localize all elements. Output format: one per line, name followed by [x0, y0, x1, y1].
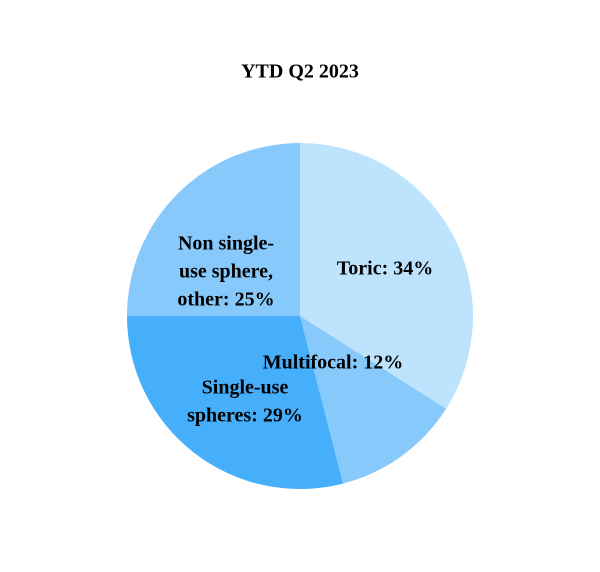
slice-label: Single-use	[202, 377, 289, 399]
slice-label: Non single-	[178, 233, 274, 255]
slice-label: Toric: 34%	[337, 258, 433, 280]
slice-label: Multifocal: 12%	[263, 352, 404, 374]
chart-title: YTD Q2 2023	[241, 61, 359, 83]
pie-slice	[127, 143, 300, 316]
slice-label: spheres: 29%	[187, 405, 303, 427]
slice-label: use sphere,	[179, 261, 273, 283]
slice-label: other: 25%	[177, 289, 274, 311]
pie-slice	[300, 143, 473, 409]
pie-slice	[127, 316, 344, 489]
pie-slice	[300, 316, 447, 484]
